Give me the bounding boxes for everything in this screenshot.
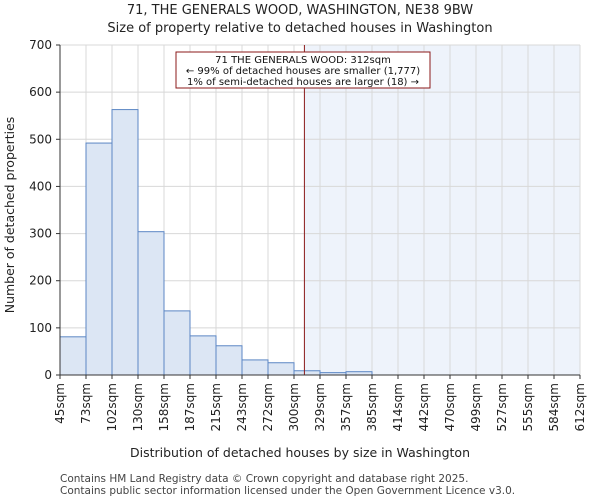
annotation-line-3: 1% of semi-detached houses are larger (1…: [187, 77, 419, 88]
y-tick-label: 200: [29, 274, 52, 288]
bar: [137, 231, 165, 376]
x-tick-label: 130sqm: [131, 383, 145, 431]
x-tick-label: 527sqm: [495, 383, 509, 431]
x-tick-label: 300sqm: [287, 383, 301, 431]
y-tick-label: 500: [29, 132, 52, 146]
x-tick-label: 442sqm: [417, 383, 431, 431]
x-tick-label: 73sqm: [79, 383, 93, 424]
y-axis-label: Number of detached properties: [2, 117, 17, 314]
x-tick-label: 357sqm: [339, 383, 353, 431]
x-tick-label: 272sqm: [261, 383, 275, 431]
x-tick-label: 243sqm: [235, 383, 249, 431]
x-tick-label: 102sqm: [105, 383, 119, 431]
bar: [241, 359, 269, 376]
x-axis-label: Distribution of detached houses by size …: [130, 445, 470, 460]
x-tick-label: 555sqm: [521, 383, 535, 431]
y-tick-label: 400: [29, 179, 52, 193]
y-tick-label: 600: [29, 85, 52, 99]
chart-subtitle: Size of property relative to detached ho…: [107, 21, 492, 36]
bar: [111, 109, 139, 376]
bar: [215, 345, 243, 376]
x-tick-label: 215sqm: [209, 383, 223, 431]
x-tick-label: 414sqm: [391, 383, 405, 431]
x-tick-label: 45sqm: [53, 383, 67, 424]
bar: [293, 370, 321, 376]
bar: [59, 336, 87, 376]
bar: [85, 142, 113, 376]
y-tick-label: 100: [29, 321, 52, 335]
plot-area: 0 100 200 300 400 500 600 700 45sqm 73sqm 102sqm 13…: [29, 38, 587, 431]
y-tick-label: 300: [29, 227, 52, 241]
annotation-box: [175, 51, 431, 89]
bar: [189, 335, 217, 376]
annotation-line-1: 71 THE GENERALS WOOD: 312sqm: [215, 55, 391, 66]
x-tick-label: 187sqm: [183, 383, 197, 431]
bar: [163, 310, 191, 376]
annotation-line-2: ← 99% of detached houses are smaller (1,…: [186, 66, 420, 77]
y-tick-label: 700: [29, 38, 52, 52]
x-tick-label: 158sqm: [157, 383, 171, 431]
x-tick-label: 612sqm: [573, 383, 587, 431]
x-tick-label: 584sqm: [547, 383, 561, 431]
y-tick-label: 0: [44, 368, 52, 382]
x-tick-label: 470sqm: [443, 383, 457, 431]
x-tick-label: 385sqm: [365, 383, 379, 431]
bar: [267, 362, 295, 376]
x-tick-label: 499sqm: [469, 383, 483, 431]
chart-title: 71, THE GENERALS WOOD, WASHINGTON, NE38 …: [127, 3, 473, 18]
footer-line-1: Contains HM Land Registry data © Crown c…: [60, 473, 468, 485]
footer-line-2: Contains public sector information licen…: [60, 485, 515, 497]
x-tick-label: 329sqm: [313, 383, 327, 431]
highlight-region: [304, 45, 580, 375]
